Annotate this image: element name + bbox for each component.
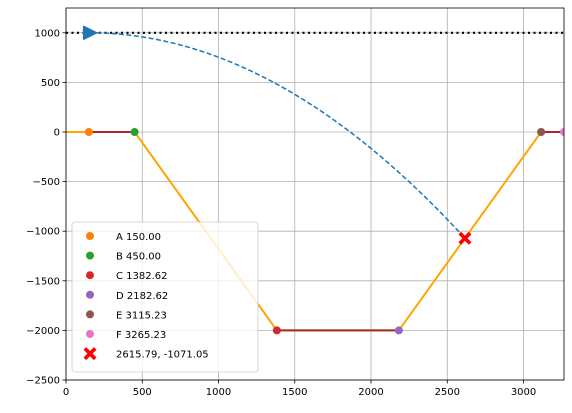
x-axis-ticks: 0 500 1000 1500 2000 2500 3000 bbox=[63, 380, 536, 398]
plot-area bbox=[66, 25, 564, 335]
x-tick-label: 500 bbox=[133, 387, 152, 398]
legend-label: B 450.00 bbox=[116, 252, 161, 263]
legend: A 150.00 B 450.00 C 1382.62 D 2182.62 E 3115… bbox=[71, 221, 259, 373]
legend-marker bbox=[86, 232, 94, 240]
x-tick-label: 2000 bbox=[358, 387, 383, 398]
legend-box bbox=[71, 221, 259, 373]
plot-frame bbox=[65, 7, 565, 381]
point-marker bbox=[560, 128, 564, 136]
y-tick-label: 0 bbox=[54, 128, 60, 139]
y-axis-ticks: 1000 500 0 −500 −1000 −1500 −2000 −2500 bbox=[26, 28, 66, 387]
legend-marker bbox=[86, 290, 94, 299]
legend-marker bbox=[86, 251, 94, 260]
legend-label: C 1382.62 bbox=[116, 271, 168, 282]
legend-label: A 150.00 bbox=[116, 232, 161, 243]
y-tick-label: −2000 bbox=[26, 326, 60, 337]
point-marker bbox=[537, 128, 546, 136]
point-marker bbox=[84, 128, 93, 136]
trajectory-line bbox=[88, 32, 466, 239]
point-marker bbox=[394, 326, 403, 335]
x-tick-label: 0 bbox=[63, 387, 69, 398]
start-marker bbox=[82, 25, 97, 40]
point-marker bbox=[130, 128, 139, 136]
x-tick-label: 2500 bbox=[435, 387, 460, 398]
legend-label: F 3265.23 bbox=[116, 330, 166, 341]
legend-label: D 2182.62 bbox=[116, 291, 168, 302]
x-tick-label: 1000 bbox=[206, 387, 231, 398]
legend-marker bbox=[83, 347, 97, 361]
y-tick-label: 500 bbox=[41, 78, 60, 89]
x-tick-label: 1500 bbox=[282, 387, 307, 398]
legend-marker bbox=[86, 330, 94, 338]
legend-label: E 3115.23 bbox=[116, 310, 167, 321]
x-tick-label: 3000 bbox=[511, 387, 536, 398]
legend-label: 2615.79, -1071.05 bbox=[116, 350, 209, 361]
y-tick-label: −1000 bbox=[26, 227, 60, 238]
point-marker bbox=[272, 326, 281, 335]
impact-marker bbox=[458, 231, 472, 245]
plot-data bbox=[66, 25, 564, 335]
y-tick-label: −2500 bbox=[26, 376, 60, 387]
y-tick-label: −1500 bbox=[26, 276, 60, 287]
y-tick-label: 1000 bbox=[35, 28, 60, 39]
legend-marker bbox=[86, 310, 94, 319]
y-tick-label: −500 bbox=[33, 177, 60, 188]
legend-marker bbox=[86, 271, 94, 280]
